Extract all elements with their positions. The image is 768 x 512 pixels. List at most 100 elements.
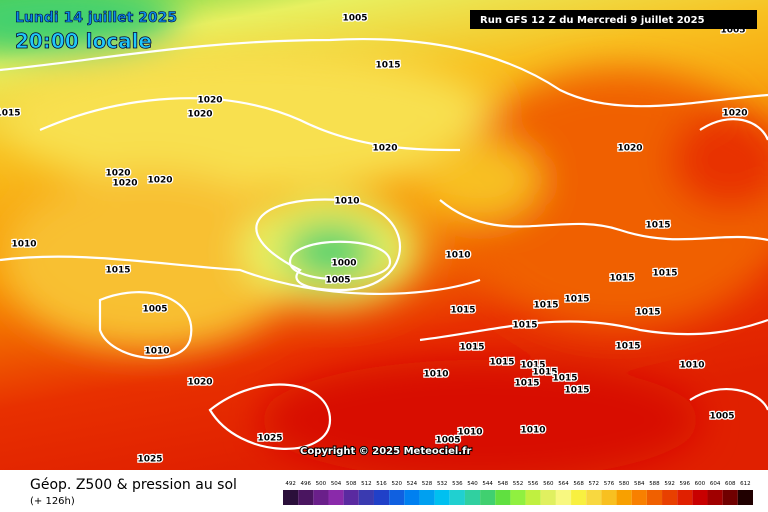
scale-swatch (434, 490, 450, 505)
scale-label: 572 (589, 481, 600, 487)
scale-swatch (404, 490, 420, 505)
run-box (470, 10, 757, 29)
scale-label: 608 (725, 481, 736, 487)
scale-label: 500 (316, 481, 327, 487)
isobar-label: 1015 (450, 306, 475, 316)
scale-label: 492 (285, 481, 296, 487)
isobar-label: 1015 (615, 342, 640, 352)
scale-label: 568 (573, 481, 584, 487)
isobar-labels: 1005100510151015102010201020102010201020… (0, 12, 749, 466)
isobar-label: 1020 (372, 144, 397, 154)
legend-title: Géop. Z500 & pression au sol (30, 477, 237, 493)
isobar-label: 1015 (564, 386, 589, 396)
scale-swatch (616, 490, 632, 505)
isobar-label: 1020 (105, 169, 130, 179)
scale-swatch (631, 490, 647, 505)
isobar-label: 1015 (552, 374, 577, 384)
scale-label: 584 (634, 481, 645, 487)
scale-label: 604 (710, 481, 721, 487)
scale-label: 536 (452, 481, 463, 487)
scale-swatch (298, 490, 314, 505)
scale-swatch (480, 490, 496, 505)
isobar-label: 1020 (187, 378, 212, 388)
scale-swatch (328, 490, 344, 505)
scale-swatch (677, 490, 693, 505)
scale-swatch (692, 490, 708, 505)
scale-swatch (555, 490, 572, 505)
isobar-label: 1015 (105, 266, 130, 276)
isobar-label: 1015 (0, 109, 21, 119)
scale-label: 548 (498, 481, 509, 487)
scale-label: 508 (346, 481, 357, 487)
scale-label: 556 (528, 481, 539, 487)
isobar-label: 1005 (709, 412, 734, 422)
scale-label: 588 (649, 481, 660, 487)
scale-swatch (525, 490, 541, 505)
isobar-label: 1020 (617, 144, 642, 154)
scale-label: 560 (543, 481, 554, 487)
isobar-label: 1000 (331, 259, 356, 269)
isobar-label: 1015 (652, 269, 677, 279)
isobar-label: 1025 (137, 455, 162, 465)
scale-swatch (586, 490, 602, 505)
scale-label: 504 (331, 481, 342, 487)
scale-swatch (510, 490, 526, 505)
isobar-label: 1005 (342, 14, 367, 24)
scale-label: 532 (437, 481, 448, 487)
isobar-label: 1010 (11, 240, 36, 250)
scale-label: 528 (422, 481, 433, 487)
isobar-label: 1005 (325, 276, 350, 286)
scale-swatch (449, 490, 465, 505)
color-scale: 492 496 500 504 508 512 516 520 524 528 532 536 540 5… (283, 481, 753, 505)
scale-label: 540 (467, 481, 478, 487)
scale-swatch (358, 490, 374, 505)
scale-label: 544 (482, 481, 493, 487)
isobar-label: 1010 (520, 426, 545, 436)
isobar-label: 1015 (520, 361, 545, 371)
isobar-label: 1015 (645, 221, 670, 231)
isobar-label: 1015 (489, 358, 514, 368)
isobar-label: 1005 (435, 436, 460, 446)
isobar-label: 1015 (514, 379, 539, 389)
isobar-label: 1010 (445, 251, 470, 261)
scale-swatch (540, 490, 556, 505)
isobar-label: 1010 (457, 428, 482, 438)
isobar-label: 1020 (187, 110, 212, 120)
scale-swatch (313, 490, 329, 505)
scale-swatch (343, 490, 359, 505)
scale-label: 600 (695, 481, 706, 487)
isobar-label: 1020 (197, 96, 222, 106)
time: 20:00 locale (15, 29, 152, 53)
scale-label: 580 (619, 481, 630, 487)
isobar-label: 1010 (144, 347, 169, 357)
scale-label: 552 (513, 481, 524, 487)
scale-swatch (662, 490, 678, 505)
isobar-label: 1015 (533, 301, 558, 311)
isobar-label: 1010 (423, 370, 448, 380)
isobars (0, 37, 768, 450)
isobar-label: 1005 (142, 305, 167, 315)
copyright: Copyright © 2025 Meteociel.fr (300, 446, 471, 457)
scale-label: 612 (740, 481, 751, 487)
scale-swatch (722, 490, 738, 505)
field (0, 0, 768, 480)
scale-label: 576 (604, 481, 615, 487)
scale-swatch (601, 490, 617, 505)
isobar-label: 1015 (512, 321, 537, 331)
isobar-label: 1020 (112, 179, 137, 189)
isobar-label: 1015 (532, 368, 557, 378)
scale-swatch (464, 490, 481, 505)
scale-label: 592 (664, 481, 675, 487)
isobar-label: 1025 (257, 434, 282, 444)
isobar-label: 1015 (635, 308, 660, 318)
scale-label: 564 (558, 481, 569, 487)
scale-swatch (419, 490, 435, 505)
scale-swatch (283, 490, 299, 505)
scale-label: 512 (361, 481, 372, 487)
scale-label: 516 (376, 481, 387, 487)
run-info: Run GFS 12 Z du Mercredi 9 juillet 2025 (480, 15, 705, 26)
scale-swatch (646, 490, 663, 505)
scale-label: 520 (391, 481, 402, 487)
scale-swatch (707, 490, 723, 505)
